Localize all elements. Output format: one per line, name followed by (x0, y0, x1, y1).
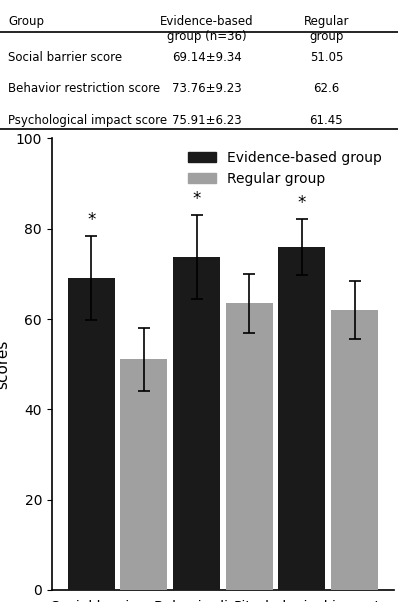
Text: *: * (192, 190, 201, 208)
Text: Behavior restriction score: Behavior restriction score (8, 82, 160, 95)
Legend: Evidence-based group, Regular group: Evidence-based group, Regular group (182, 146, 387, 191)
Text: 73.76±9.23: 73.76±9.23 (172, 82, 242, 95)
Text: 62.6: 62.6 (313, 82, 339, 95)
Text: Group: Group (8, 15, 44, 28)
Bar (331, 310, 378, 590)
Bar (173, 257, 220, 590)
Text: *: * (298, 194, 306, 213)
Text: Regular
group: Regular group (304, 15, 349, 43)
Text: 69.14±9.34: 69.14±9.34 (172, 51, 242, 64)
Text: 75.91±6.23: 75.91±6.23 (172, 114, 242, 127)
Bar (121, 359, 167, 590)
Y-axis label: scores: scores (0, 340, 10, 389)
Text: *: * (87, 211, 96, 229)
Text: Social barrier score: Social barrier score (8, 51, 122, 64)
Text: Evidence-based
group (n=36): Evidence-based group (n=36) (160, 15, 254, 43)
Bar (226, 303, 273, 590)
Bar (279, 247, 325, 590)
Bar (68, 278, 115, 590)
Text: 61.45: 61.45 (310, 114, 343, 127)
Text: Psychological impact score: Psychological impact score (8, 114, 167, 127)
Text: 51.05: 51.05 (310, 51, 343, 64)
